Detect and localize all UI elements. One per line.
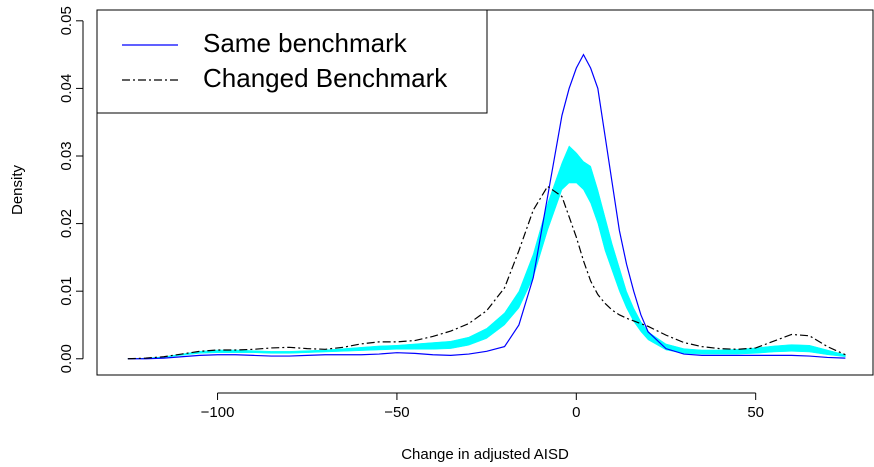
x-tick-label: −100 <box>201 404 235 421</box>
y-tick-label: 0.01 <box>58 277 75 306</box>
y-tick-label: 0.04 <box>58 74 75 103</box>
x-tick-label: −50 <box>384 404 409 421</box>
series-line <box>127 53 846 360</box>
confidence-band <box>127 145 846 360</box>
legend-label: Same benchmark <box>203 28 408 58</box>
legend-box <box>96 9 488 114</box>
y-tick-label: 0.02 <box>58 209 75 238</box>
x-axis-title: Change in adjusted AISD <box>401 446 569 463</box>
x-tick-label: 50 <box>747 404 764 421</box>
y-tick-label: 0.00 <box>58 344 75 373</box>
legend: Same benchmark Changed Benchmark <box>96 9 488 114</box>
y-axis-title: Density <box>9 164 26 215</box>
series-line <box>127 185 846 360</box>
y-tick-label: 0.03 <box>58 141 75 170</box>
y-tick-label: 0.05 <box>58 6 75 35</box>
legend-label: Changed Benchmark <box>203 63 448 93</box>
x-tick-label: 0 <box>572 404 580 421</box>
